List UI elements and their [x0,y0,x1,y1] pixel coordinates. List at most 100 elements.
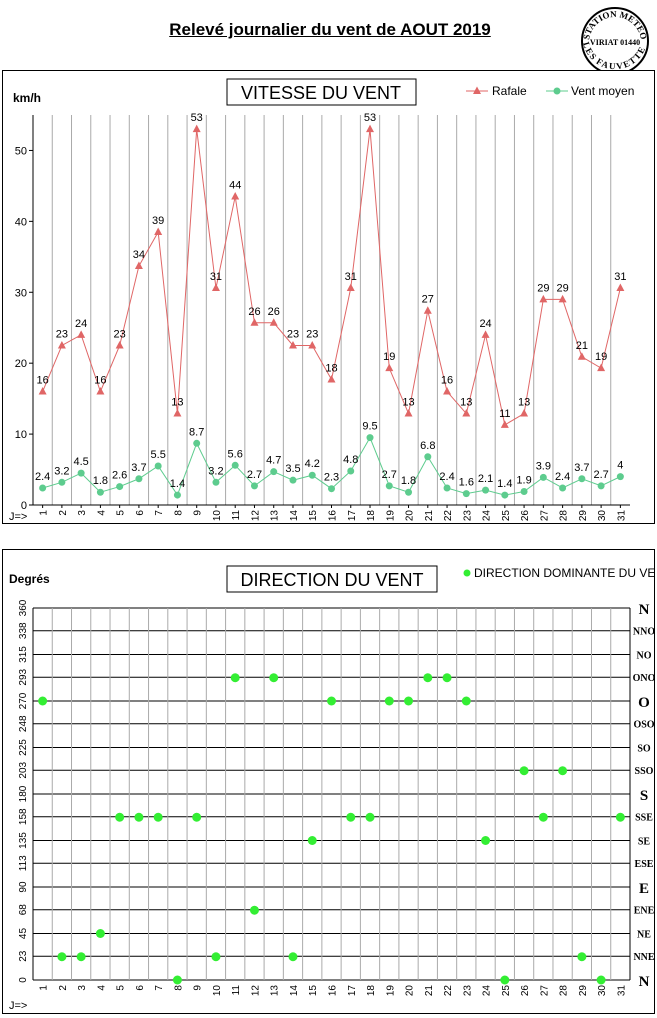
y-tick-label: 0 [21,500,27,512]
x-tick-label: 8 [173,510,184,516]
direction-label: ONO [633,673,654,684]
rafale-point [597,363,606,372]
rafale-data-label: 31 [345,271,357,283]
x-tick-label: 23 [462,510,473,522]
y-tick-label: 10 [15,429,27,441]
vent-moyen-data-label: 1.9 [516,475,531,487]
x-tick-label: 13 [270,510,281,522]
direction-point [596,975,606,985]
direction-point [404,696,414,706]
direction-point [192,812,202,822]
vent-moyen-point [250,482,258,490]
vent-moyen-data-label: 2.3 [324,472,339,484]
rafale-data-label: 53 [364,112,376,124]
direction-point [115,812,125,822]
x-tick-label: 1 [39,985,50,991]
x-tick-label: 16 [328,510,339,522]
x-tick-label: 29 [578,510,589,522]
direction-label: ESE [635,859,654,870]
vent-moyen-point [385,482,393,490]
x-tick-label: 20 [405,510,416,522]
vent-moyen-point [173,491,181,499]
x-tick-label: 22 [443,985,454,997]
vent-moyen-point [154,462,162,470]
direction-point [249,905,259,915]
rafale-data-label: 34 [133,249,145,261]
rafale-point [192,124,201,133]
x-tick-label: 7 [154,510,165,516]
legend-vent-moyen-label: Vent moyen [571,84,634,98]
x-axis-prefix: J=> [9,1000,27,1012]
vent-moyen-point [482,486,490,494]
rafale-data-label: 13 [518,397,530,409]
x-tick-label: 31 [616,510,627,522]
rafale-point [308,340,317,349]
y-tick-label: 113 [18,855,29,871]
rafale-point [231,192,240,200]
direction-point [288,952,298,962]
rafale-data-label: 23 [114,328,126,340]
direction-point [615,812,625,822]
x-tick-label: 27 [539,985,550,997]
y-tick-label: 270 [18,692,29,709]
x-tick-label: 23 [462,985,473,997]
rafale-point [423,306,432,314]
vent-moyen-point [39,484,47,492]
vent-moyen-data-label: 2.6 [112,470,127,482]
rafale-data-label: 13 [460,397,472,409]
rafale-point [211,283,220,292]
rafale-point [385,363,394,372]
x-tick-label: 10 [212,510,223,522]
y-tick-label: 225 [18,739,29,756]
rafale-data-label: 19 [595,351,607,363]
rafale-point [346,283,355,292]
y-tick-label: 248 [18,715,29,732]
vent-moyen-data-label: 1.4 [170,478,185,490]
direction-point [95,929,105,938]
vent-moyen-data-label: 1.8 [401,475,416,487]
vent-moyen-data-label: 2.1 [478,473,493,485]
rafale-point [134,261,143,270]
x-tick-label: 20 [405,985,416,997]
vent-moyen-point [462,490,470,498]
x-tick-label: 18 [366,510,377,522]
direction-point [461,696,471,706]
legend-direction-marker [463,569,471,577]
x-tick-label: 19 [385,985,396,997]
rafale-point [77,330,86,338]
x-tick-label: 29 [578,985,589,997]
rafale-point [462,409,471,417]
direction-label: NO [637,651,652,662]
y-axis-label: Degrés [9,572,50,586]
chart-title-box [226,565,438,593]
rafale-data-label: 29 [537,282,549,294]
y-tick-label: 315 [18,646,29,663]
direction-label: N [639,974,650,990]
rafale-data-label: 23 [306,328,318,340]
legend-vent-moyen-marker [553,87,561,95]
direction-chart-panel: 0 N 23 NNE 45 NE 68 ENE 90 E 113 ESE 135 SE 158 SSE 180 S… [2,549,655,1014]
x-tick-label: 15 [308,985,319,997]
rafale-data-label: 53 [191,112,203,124]
direction-point [423,673,433,683]
x-tick-label: 3 [77,985,88,991]
rafale-point [173,409,182,417]
vent-moyen-data-label: 9.5 [362,421,377,433]
vent-moyen-data-label: 2.4 [439,471,454,483]
rafale-data-label: 26 [268,306,280,318]
x-tick-label: 12 [250,510,261,522]
vent-moyen-point [347,467,355,475]
rafale-point [288,340,297,349]
vent-moyen-point [597,482,605,490]
x-tick-label: 14 [289,985,300,997]
station-stamp-logo: STATION METEO VIRIAT 01440 LES FAUVETTES [580,6,649,75]
rafale-data-label: 19 [383,351,395,363]
x-tick-label: 26 [520,985,531,997]
direction-point [307,836,317,845]
rafale-data-label: 16 [37,375,49,387]
rafale-data-label: 29 [556,282,568,294]
rafale-data-label: 31 [614,271,626,283]
y-tick-label: 40 [15,216,27,228]
vent-moyen-data-label: 3.7 [574,462,589,474]
